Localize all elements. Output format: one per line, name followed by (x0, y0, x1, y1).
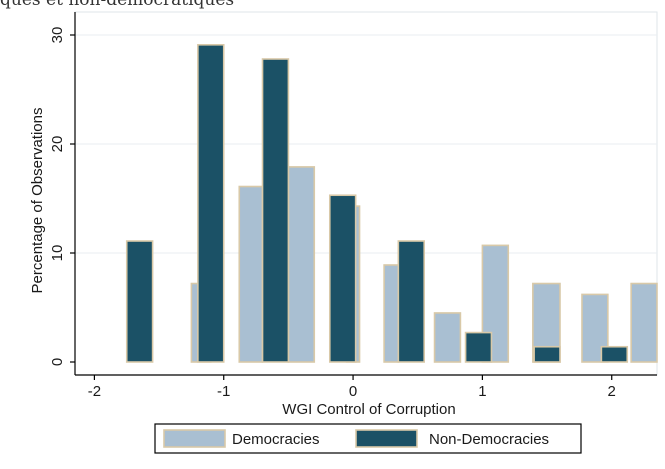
tick-labels: 0 10 20 30 -2 -1 0 1 2 (49, 27, 616, 400)
y-tick-label: 30 (49, 27, 66, 44)
bars-layer (125, 44, 658, 363)
bar-democracies (287, 166, 316, 363)
bar-non-democracies (125, 240, 154, 363)
bar-democracies (383, 264, 400, 363)
bar-non-democracies (533, 345, 561, 363)
y-tick-label: 0 (49, 358, 66, 366)
plot-background (74, 11, 658, 376)
grid-lines (75, 34, 657, 254)
bar-democracies (630, 282, 658, 363)
bar-non-democracies (328, 194, 357, 363)
bar-democracies (433, 312, 462, 363)
axes (74, 12, 657, 376)
legend-label-democracies: Democracies (232, 431, 320, 448)
x-tick-label: -1 (217, 383, 230, 400)
x-tick-label: -2 (88, 383, 101, 400)
legend-swatch-democracies (163, 429, 226, 448)
x-tick-label: 0 (349, 383, 357, 400)
x-tick-label: 2 (608, 383, 616, 400)
y-tick-label: 20 (49, 136, 66, 153)
bar-non-democracies (464, 331, 493, 363)
x-axis-title: WGI Control of Corruption (282, 401, 455, 418)
plot-area (74, 11, 658, 376)
bar-non-democracies (600, 345, 629, 363)
bar-non-democracies (197, 44, 225, 363)
figure-caption: ques et non-démocratiques (0, 0, 235, 10)
y-tick-label: 10 (49, 245, 66, 262)
legend: Democracies Non-Democracies (154, 423, 582, 454)
legend-label-non-democracies: Non-Democracies (429, 431, 549, 448)
bar-non-democracies (261, 58, 290, 363)
bar-non-democracies (397, 240, 426, 363)
y-axis-title: Percentage of Observations (29, 108, 46, 294)
bar-democracies (238, 185, 264, 363)
legend-swatch-non-democracies (355, 429, 418, 448)
x-tick-label: 1 (478, 383, 486, 400)
